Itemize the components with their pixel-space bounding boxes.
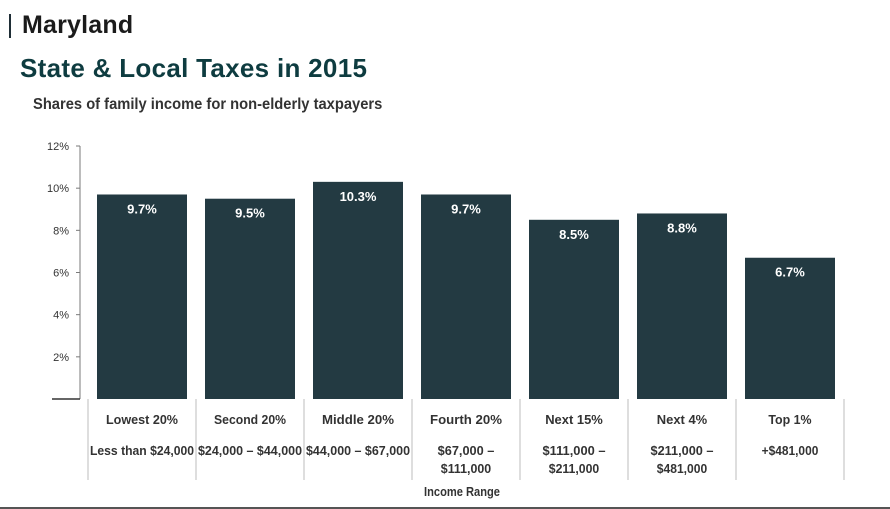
header-accent-bar — [9, 14, 11, 38]
category-label: Second 20% — [214, 412, 286, 427]
region-heading: Maryland — [22, 11, 134, 39]
y-tick-label: 4% — [53, 310, 69, 322]
range-label: $111,000 — [441, 461, 491, 476]
y-tick-label: 10% — [47, 183, 69, 195]
category-label: Lowest 20% — [106, 412, 178, 427]
x-axis-label: Income Range — [424, 484, 500, 499]
y-tick-label: 8% — [53, 225, 69, 237]
range-label: $111,000 – — [543, 443, 606, 458]
bar-value-label: 10.3% — [340, 189, 377, 204]
range-label: $44,000 – $67,000 — [306, 443, 410, 458]
chart-title: Shares of family income for non-elderly … — [33, 96, 383, 113]
category-label: Top 1% — [768, 412, 812, 427]
bar-value-label: 9.7% — [451, 201, 481, 216]
bar — [637, 213, 727, 399]
bar — [97, 194, 187, 399]
range-label: Less than $24,000 — [90, 443, 194, 458]
bar — [313, 181, 403, 399]
range-label: $481,000 — [657, 461, 707, 476]
bar-value-label: 9.5% — [235, 206, 265, 221]
bar — [421, 194, 511, 399]
bottom-divider — [0, 507, 890, 509]
category-label: Middle 20% — [322, 412, 394, 427]
category-label: Next 15% — [545, 412, 603, 427]
range-label: +$481,000 — [762, 443, 819, 458]
range-label: $211,000 – — [651, 443, 714, 458]
y-tick-label: 6% — [53, 268, 69, 280]
bar — [529, 219, 619, 399]
y-tick-label: 12% — [47, 141, 69, 153]
bar-value-label: 8.8% — [667, 220, 697, 235]
bar-value-label: 8.5% — [559, 227, 589, 242]
y-tick-label: 2% — [53, 352, 69, 364]
bar-value-label: 6.7% — [775, 265, 805, 280]
range-label: $24,000 – $44,000 — [198, 443, 302, 458]
bar — [745, 257, 835, 399]
category-label: Fourth 20% — [430, 412, 502, 427]
range-label: $67,000 – — [438, 443, 495, 458]
category-label: Next 4% — [657, 412, 708, 427]
bar — [205, 198, 295, 399]
bar-value-label: 9.7% — [127, 201, 157, 216]
range-label: $211,000 — [549, 461, 599, 476]
page-title: State & Local Taxes in 2015 — [20, 53, 368, 83]
